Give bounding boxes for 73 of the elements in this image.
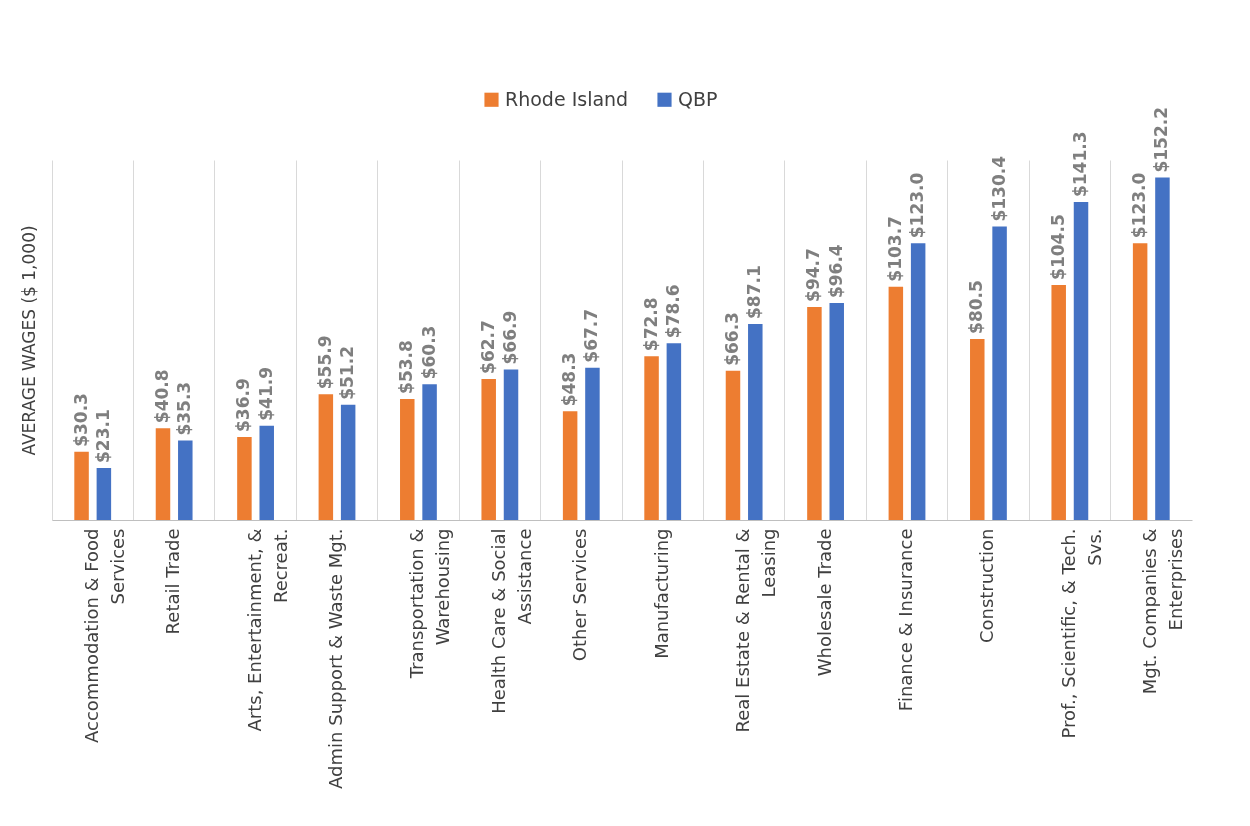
- data-label: $123.0: [907, 172, 928, 239]
- data-label: $123.0: [1129, 172, 1150, 239]
- data-label: $35.3: [174, 381, 195, 436]
- legend-label: Rhode Island: [505, 87, 629, 110]
- data-label: $72.8: [640, 297, 661, 352]
- data-label: $48.3: [559, 352, 580, 407]
- data-label: $94.7: [803, 248, 824, 302]
- data-label: $141.3: [1070, 131, 1091, 198]
- bar: [155, 428, 171, 520]
- data-label: $104.5: [1047, 214, 1068, 280]
- data-label: $51.2: [337, 346, 358, 400]
- bar: [910, 243, 926, 520]
- x-tick-label: Transportation & Warehousing: [406, 528, 454, 680]
- bar: [96, 468, 112, 520]
- data-label: $66.3: [721, 312, 742, 366]
- data-label: $41.9: [255, 366, 276, 421]
- data-label: $55.9: [314, 335, 335, 390]
- data-label: $62.7: [477, 320, 498, 374]
- bar: [829, 303, 844, 520]
- x-tick-label: Accommodation & Food Services: [80, 528, 128, 743]
- data-label: $130.4: [988, 155, 1009, 222]
- x-tick-label: Retail Trade: [162, 528, 184, 635]
- data-label: $53.8: [396, 340, 417, 394]
- data-label: $66.9: [500, 310, 521, 365]
- bar: [748, 324, 763, 520]
- data-label: $80.5: [966, 280, 987, 334]
- bar: [259, 425, 274, 520]
- data-label: $40.8: [151, 369, 172, 424]
- bar: [1155, 177, 1170, 520]
- bar: [340, 404, 356, 520]
- data-label: $30.3: [70, 393, 91, 447]
- bar: [585, 367, 600, 520]
- x-tick-label: Admin Support & Waste Mgt.: [325, 528, 346, 789]
- x-tick-label: Other Services: [569, 528, 591, 662]
- bar: [1073, 202, 1089, 520]
- x-tick-label: Finance & Insurance: [895, 528, 916, 712]
- x-tick-label: Mgt. Companies & Enterprises: [1139, 528, 1187, 695]
- data-label: $103.7: [884, 216, 905, 282]
- legend-label: QBP: [678, 87, 718, 110]
- bar: [1051, 284, 1066, 520]
- data-label: $152.2: [1151, 106, 1172, 173]
- y-axis-title: AVERAGE WAGES ($ 1,000): [18, 225, 39, 456]
- x-tick-label: Real Estate & Rental & Leasing: [732, 528, 780, 733]
- bar: [74, 451, 89, 520]
- x-tick-label: Prof., Scientific, & Tech. Svs.: [1057, 528, 1105, 739]
- data-label: $23.1: [92, 409, 113, 464]
- x-tick-label: Construction: [976, 528, 998, 644]
- data-label: $36.9: [233, 378, 254, 432]
- bar: [318, 394, 334, 520]
- bar: [400, 398, 415, 520]
- data-label: $96.4: [825, 244, 846, 299]
- bar: [422, 384, 437, 520]
- bar: [970, 338, 985, 520]
- bar: [562, 411, 578, 520]
- data-label: $67.7: [581, 308, 602, 363]
- bar: [992, 226, 1007, 520]
- bar: [178, 440, 193, 520]
- bar: [237, 436, 252, 520]
- x-tick-label: Health Care & Social Assistance: [487, 528, 535, 714]
- bar: [1132, 243, 1148, 520]
- x-tick-label: Manufacturing: [650, 528, 672, 659]
- data-label: $87.1: [744, 265, 765, 320]
- bar: [666, 343, 682, 520]
- bar: [503, 369, 519, 520]
- bar: [888, 286, 904, 520]
- bar: [644, 356, 659, 520]
- x-tick-label: Wholesale Trade: [813, 528, 835, 677]
- data-label: $78.6: [662, 284, 683, 339]
- x-tick-label: Arts, Entertainment, & Recreat.: [243, 528, 291, 732]
- data-label: $60.3: [418, 325, 439, 380]
- bar: [807, 306, 822, 520]
- bar: [725, 370, 741, 520]
- bar: [481, 378, 496, 520]
